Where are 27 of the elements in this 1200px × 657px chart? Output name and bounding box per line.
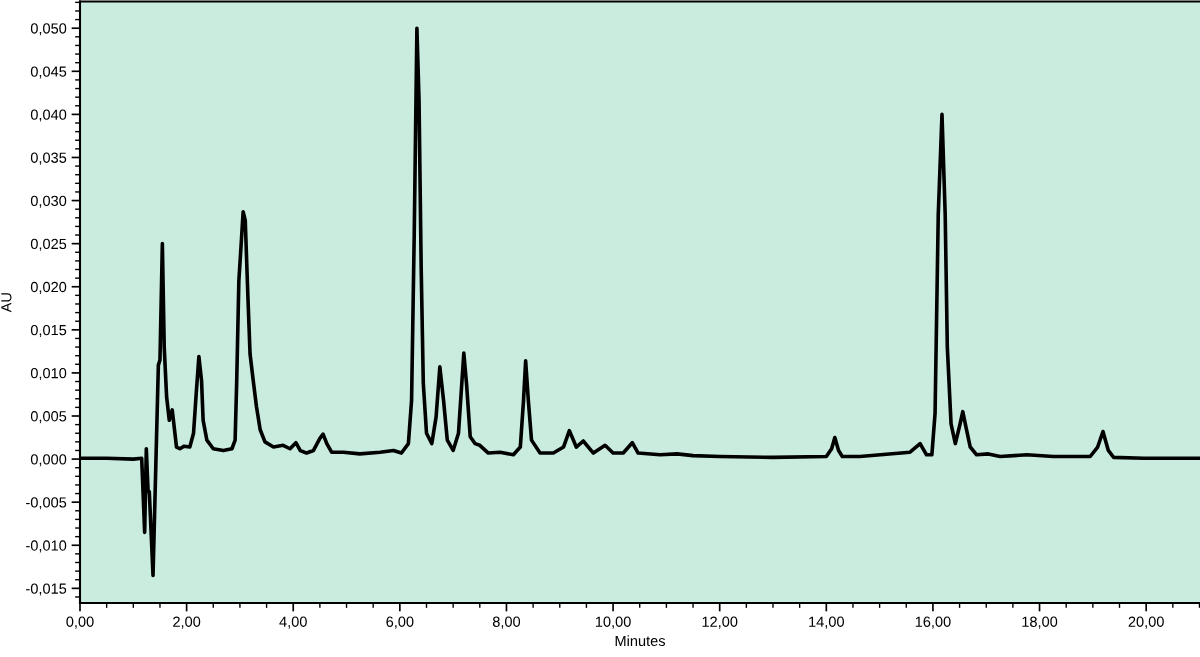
y-axis-title: AU	[1, 293, 12, 313]
y-tick-label: 0,005	[30, 411, 67, 424]
y-tick-label: 0,035	[30, 152, 67, 165]
x-tick-label: 8,00	[492, 616, 521, 629]
x-tick-label: 18,00	[1022, 616, 1058, 629]
y-tick-label: 0,045	[30, 66, 67, 79]
y-tick-label: -0,010	[26, 540, 67, 553]
x-tick-label: 2,00	[173, 616, 201, 629]
x-tick-label: 16,00	[915, 616, 951, 629]
y-tick-label: 0,020	[30, 281, 67, 294]
x-axis-title: Minutes	[615, 635, 666, 647]
x-tick-label: 14,00	[809, 616, 844, 629]
x-tick-label: 0,00	[66, 616, 94, 629]
x-tick-label: 6,00	[386, 616, 414, 629]
x-tick-label: 12,00	[702, 616, 738, 629]
y-tick-label: 0,025	[30, 238, 67, 251]
y-tick-label: 0,010	[30, 368, 67, 381]
y-tick-label: 0,040	[30, 109, 67, 122]
x-tick-label: 20,00	[1128, 616, 1164, 629]
y-tick-label: 0,015	[30, 324, 67, 337]
y-tick-label: -0,015	[26, 583, 67, 596]
y-tick-label: 0,050	[30, 23, 67, 36]
y-tick-label: 0,000	[30, 454, 67, 467]
x-tick-label: 10,00	[595, 616, 631, 629]
x-tick-label: 4,00	[279, 616, 307, 629]
y-tick-label: 0,030	[30, 195, 67, 208]
y-tick-label: -0,005	[26, 497, 67, 510]
